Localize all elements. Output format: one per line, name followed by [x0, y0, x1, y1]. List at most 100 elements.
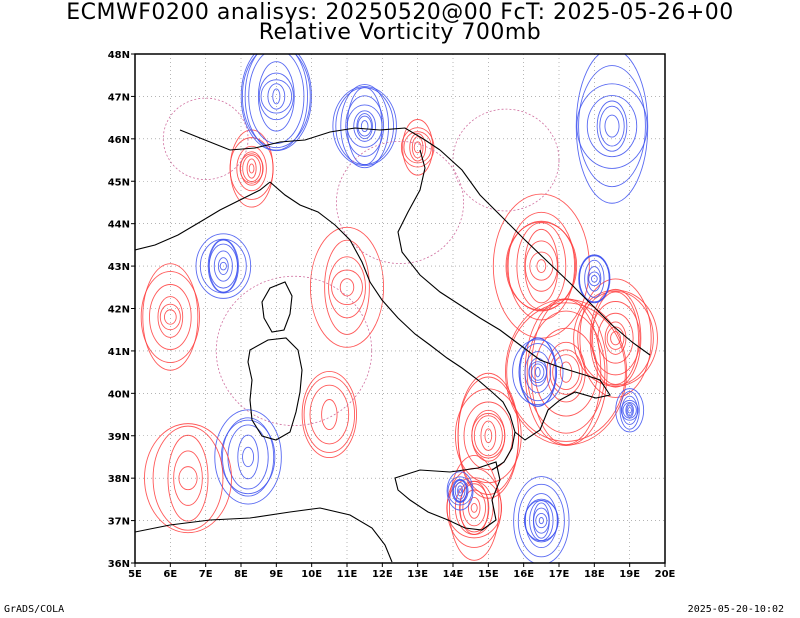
positive-vorticity-contour [524, 240, 558, 292]
negative-vorticity-contour [531, 363, 545, 381]
negative-vorticity-contour [340, 84, 390, 169]
lon-tick-label: 7E [199, 569, 213, 580]
positive-vorticity-contour [449, 454, 500, 561]
negative-vorticity-contour [357, 115, 372, 137]
coastlines [135, 127, 651, 563]
positive-vorticity-contour [164, 309, 177, 325]
negative-vorticity-contour [237, 434, 259, 480]
negative-vorticity-contour [524, 351, 552, 394]
footer-software-label: GrADS/COLA [4, 604, 65, 615]
positive-vorticity-contour [467, 496, 481, 519]
positive-vorticity-contour [328, 256, 366, 319]
positive-vorticity-contour [610, 331, 621, 346]
positive-vorticity-contour [549, 349, 583, 395]
lon-tick-label: 20E [655, 569, 676, 580]
negative-vorticity-contour [353, 110, 377, 142]
grid-lines [135, 54, 665, 563]
lon-tick-label: 15E [478, 569, 499, 580]
negative-vorticity-contour [217, 257, 229, 275]
italy-coastline [269, 181, 516, 471]
lon-tick-label: 10E [301, 569, 322, 580]
negative-vorticity-contour [332, 86, 397, 167]
positive-vorticity-contour [516, 222, 567, 310]
negative-vorticity-contour [576, 83, 648, 169]
lon-tick-label: 13E [407, 569, 428, 580]
positive-vorticity-contour [590, 301, 641, 376]
positive-vorticity-contour [470, 503, 478, 513]
negative-vorticity-contour [214, 409, 282, 505]
lon-tick-label: 5E [128, 569, 142, 580]
lat-tick-label: 41N [108, 347, 130, 358]
sardinia-coastline [247, 337, 303, 441]
lon-tick-label: 18E [584, 569, 605, 580]
negative-vorticity-contour [360, 120, 369, 133]
lon-tick-label: 6E [163, 569, 177, 580]
lon-tick-label: 19E [619, 569, 640, 580]
positive-vorticity-contour [246, 158, 257, 179]
negative-vorticity-contour [195, 233, 252, 299]
negative-vorticity-contour [575, 54, 649, 204]
positive-vorticity-contour [321, 399, 338, 431]
negative-vorticity-contour [578, 65, 646, 188]
negative-vorticity-contour [615, 388, 645, 433]
lon-tick-label: 17E [549, 569, 570, 580]
negative-vorticity-contour [242, 446, 255, 468]
lat-tick-label: 38N [108, 474, 130, 485]
negative-vorticity-contour [604, 114, 620, 138]
lat-tick-label: 40N [108, 389, 130, 400]
negative-vorticity-contour [519, 337, 556, 407]
sicily-coastline [394, 461, 501, 531]
longitude-axis: 5E 6E 7E 8E 9E 10E 11E 12E 13E 14E 15E 16E 17E 18E 19E… [128, 563, 676, 580]
lat-tick-label: 45N [108, 177, 130, 188]
positive-vorticity-contour [592, 291, 639, 385]
footer-timestamp: 2025-05-20-10:02 [687, 604, 784, 615]
chart-title: ECMWF0200 analisys: 20250520@00 FcT: 202… [66, 0, 734, 25]
lat-tick-label: 44N [108, 220, 130, 231]
positive-vorticity-contour [462, 489, 486, 527]
negative-vorticity-contour [199, 238, 247, 294]
positive-vorticity-contour [309, 384, 350, 445]
negative-vorticity-contour [596, 100, 628, 152]
positive-vorticity-contour [507, 211, 575, 321]
positive-vorticity-contour [236, 145, 267, 192]
negative-vorticity-contour [619, 390, 640, 430]
positive-vorticity-contour [597, 312, 634, 364]
positive-vorticity-contour [149, 284, 192, 350]
contour-layer [140, 54, 658, 563]
positive-vorticity-contour [606, 326, 625, 350]
positive-vorticity-contour [552, 354, 580, 391]
negative-vorticity-contour [457, 485, 464, 497]
positive-vorticity-contour [303, 376, 356, 453]
positive-vorticity-contour [524, 228, 559, 304]
negative-vorticity-contour [335, 87, 394, 165]
positive-vorticity-contour [402, 119, 434, 176]
positive-vorticity-contour [573, 289, 658, 387]
negative-vorticity-contour [513, 476, 570, 563]
negative-vorticity-contour [524, 493, 558, 549]
negative-vorticity-contour [446, 471, 474, 511]
positive-vorticity-contour [248, 163, 255, 174]
positive-vorticity-contour [411, 136, 424, 159]
latitude-axis: 36N 37N 38N 39N 40N 41N 42N 43N 44N 45N 46N 47N 48N [108, 50, 135, 570]
positive-vorticity-contour [413, 141, 422, 154]
negative-vorticity-contour [621, 395, 638, 425]
negative-vorticity-contour [222, 417, 275, 497]
negative-vorticity-contour [627, 407, 632, 414]
lon-tick-label: 16E [513, 569, 534, 580]
positive-vorticity-contour [409, 133, 427, 162]
positive-vorticity-contour [309, 226, 385, 348]
france-coast [135, 181, 271, 251]
lon-tick-label: 9E [269, 569, 283, 580]
negative-vorticity-contour [625, 403, 634, 418]
negative-vorticity-contour [219, 261, 227, 271]
north-africa-coast [135, 507, 393, 563]
positive-vorticity-contour [239, 153, 264, 184]
lon-tick-label: 11E [337, 569, 358, 580]
negative-vorticity-contour [626, 404, 633, 417]
negative-vorticity-contour [454, 482, 466, 500]
positive-vorticity-contour [173, 450, 203, 506]
positive-vorticity-contour [505, 298, 628, 446]
negative-vorticity-contour [535, 366, 541, 378]
negative-vorticity-contour [523, 499, 559, 542]
